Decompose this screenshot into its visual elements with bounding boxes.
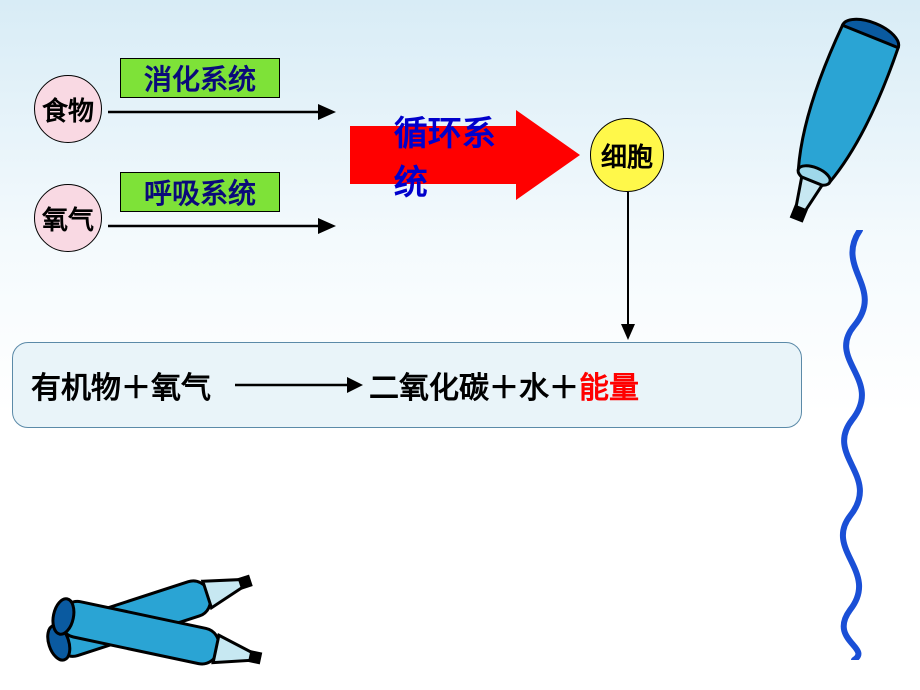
eq-plus-1: ＋ [121,363,151,407]
arrow-food-to-circ [108,100,338,124]
node-food: 食物 [34,75,102,143]
node-oxygen-label: 氧气 [42,200,94,237]
node-cell: 细胞 [590,118,664,192]
eq-lhs-oxygen: 氧气 [151,363,211,407]
arrow-oxygen-to-circ [108,214,338,238]
squiggle-icon [814,230,894,660]
eq-rhs-water: 水 [519,363,549,407]
equation-arrow-icon [235,373,365,397]
crayons-icon [40,524,290,684]
node-digestive: 消化系统 [120,58,280,98]
node-oxygen: 氧气 [34,184,102,252]
eq-plus-2: ＋ [489,363,519,407]
node-cell-label: 细胞 [601,137,653,174]
arrow-cell-down [618,192,638,342]
eq-rhs-energy: 能量 [579,363,639,407]
eq-lhs-organic: 有机物 [31,363,121,407]
eq-rhs-co2: 二氧化碳 [369,363,489,407]
node-circulatory: 循环系统 [350,110,580,200]
node-digestive-label: 消化系统 [144,58,256,98]
highlighter-icon [762,4,912,234]
node-respiratory: 呼吸系统 [120,172,280,212]
equation-box: 有机物 ＋ 氧气 二氧化碳 ＋ 水 ＋ 能量 [12,342,802,428]
node-food-label: 食物 [42,91,94,128]
node-respiratory-label: 呼吸系统 [144,172,256,212]
eq-plus-3: ＋ [549,363,579,407]
node-circulatory-label: 循环系统 [394,106,518,204]
